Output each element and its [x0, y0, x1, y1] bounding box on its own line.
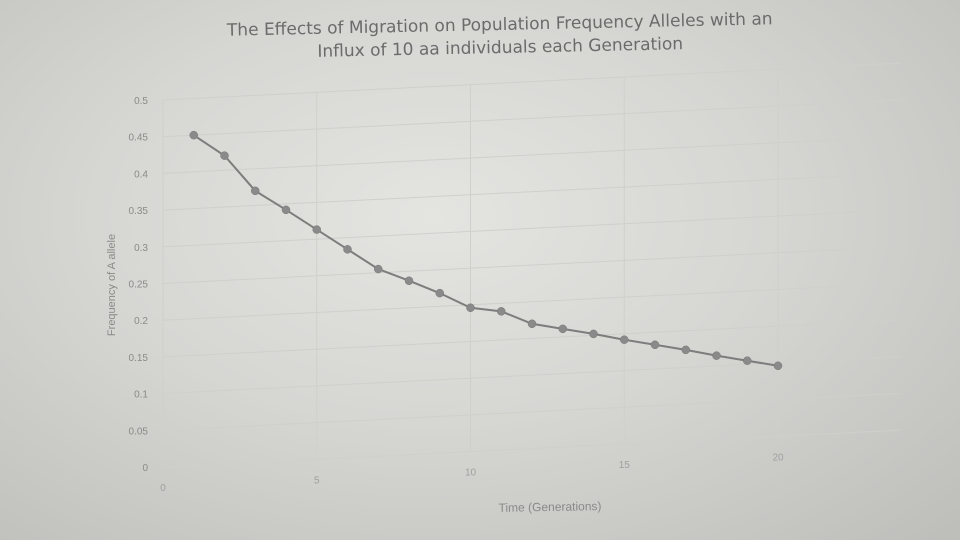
y-tick-label: 0.3 — [134, 243, 148, 254]
y-gridline — [162, 429, 901, 468]
y-tick-label: 0 — [142, 463, 148, 474]
y-gridline — [162, 62, 901, 101]
y-gridline — [162, 392, 901, 431]
y-gridline — [162, 136, 901, 174]
y-gridline — [162, 246, 901, 284]
data-point — [435, 288, 444, 298]
y-tick-label: 0.1 — [134, 390, 148, 401]
data-point — [743, 356, 752, 365]
y-axis-label: Frequency of A allele — [106, 233, 118, 337]
y-gridline — [162, 282, 901, 321]
y-tick-label: 0.15 — [129, 353, 149, 364]
data-point — [620, 335, 629, 344]
y-gridline — [162, 172, 901, 211]
data-point — [404, 276, 414, 285]
y-tick-label: 0.5 — [134, 96, 148, 107]
data-point — [650, 340, 660, 350]
data-point — [497, 307, 506, 316]
x-tick-label: 0 — [160, 483, 166, 494]
y-gridline — [162, 356, 901, 395]
data-point — [281, 205, 291, 215]
x-tick-label: 10 — [465, 468, 477, 479]
data-point — [312, 225, 321, 234]
y-tick-label: 0.45 — [129, 133, 149, 144]
data-point — [251, 186, 260, 196]
data-point — [527, 319, 537, 329]
x-tick-label: 5 — [314, 475, 320, 486]
y-tick-label: 0.35 — [129, 206, 149, 217]
x-tick-label: 15 — [619, 460, 631, 471]
data-point — [589, 329, 598, 339]
y-gridline — [162, 319, 901, 358]
x-tick-label: 20 — [772, 452, 784, 463]
data-point — [773, 361, 783, 371]
y-tick-label: 0.05 — [129, 426, 149, 437]
series-line — [193, 134, 779, 367]
data-point — [220, 151, 229, 160]
data-point — [466, 303, 475, 313]
data-point — [189, 130, 198, 140]
data-point — [681, 345, 690, 355]
data-point — [374, 264, 383, 274]
y-tick-label: 0.2 — [134, 316, 148, 327]
y-gridline — [162, 99, 901, 138]
data-point — [558, 324, 567, 334]
y-tick-label: 0.25 — [129, 280, 149, 291]
y-gridline — [162, 209, 901, 248]
data-point — [712, 351, 721, 360]
y-tick-label: 0.4 — [134, 169, 148, 180]
data-point — [343, 245, 352, 254]
